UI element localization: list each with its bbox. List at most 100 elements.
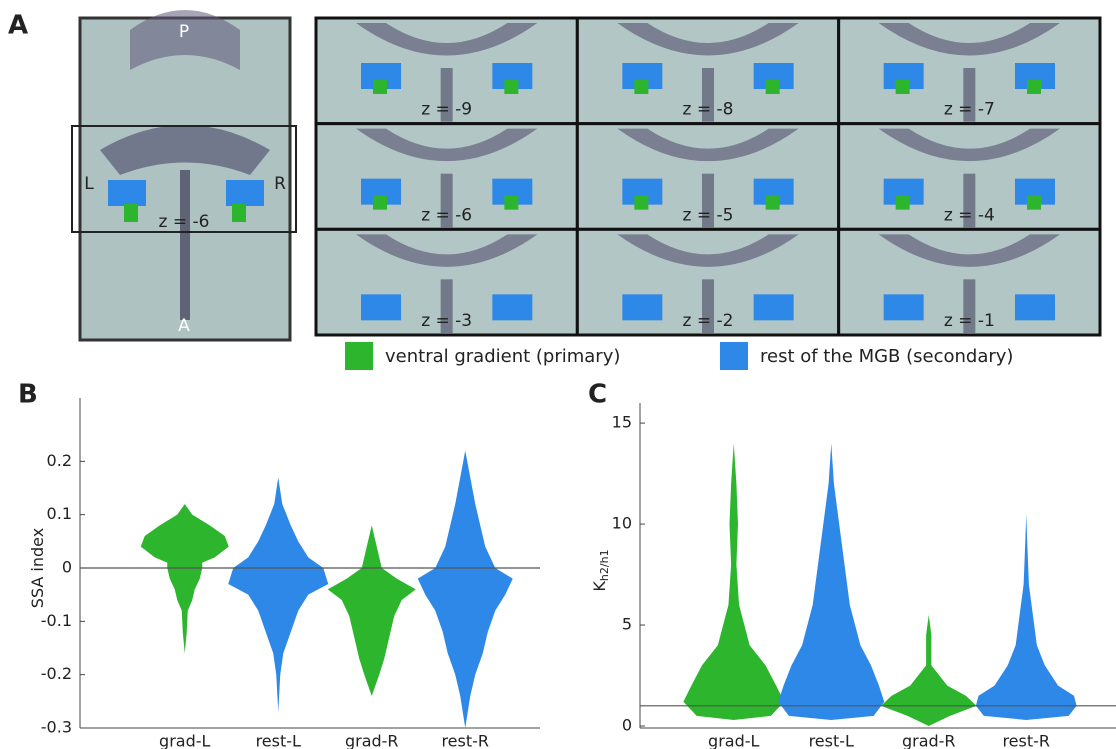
anatomy-shape	[356, 128, 538, 162]
charts: B 0.2 0.1 0 -0.1 -0.2 -0.3 grad-L rest-L grad-R re…	[18, 380, 1116, 749]
slice-label: z = -8	[683, 100, 734, 120]
anatomy-shape	[702, 279, 714, 333]
y-axis-label: SSA index	[28, 528, 47, 608]
legend: ventral gradient (primary) rest of the MG…	[345, 342, 1013, 370]
anatomy-shape	[878, 128, 1060, 162]
anatomy-shape	[963, 279, 976, 333]
orientation-label: L	[84, 174, 94, 194]
panel-label: B	[18, 380, 38, 410]
violin	[327, 525, 416, 696]
slice-highlight	[71, 125, 297, 233]
x-tick-label: rest-R	[1002, 732, 1050, 749]
anatomy-shape	[180, 170, 190, 320]
mgb-region	[226, 180, 264, 206]
slice-label: z = -7	[944, 100, 995, 120]
violin	[228, 477, 329, 712]
gradient-region	[765, 80, 780, 94]
orientation-label: A	[178, 316, 190, 336]
y-tick-label: -0.2	[41, 664, 72, 683]
y-axis-label-sub: h2/h1	[598, 549, 611, 581]
gradient-region	[373, 195, 387, 210]
mgb-region	[883, 294, 924, 321]
legend-label: rest of the MGB (secondary)	[760, 346, 1013, 367]
gradient-region	[1027, 80, 1041, 94]
violin	[417, 450, 513, 728]
legend-swatch	[720, 342, 748, 370]
anatomy-shape	[356, 23, 538, 56]
gradient-region	[504, 80, 519, 94]
anatomy-shape	[617, 128, 799, 162]
orientation-label: R	[274, 174, 286, 194]
gradient-region	[1027, 195, 1041, 210]
anatomy-shape	[356, 234, 538, 267]
anatomy-shape	[440, 173, 453, 228]
gradient-region	[124, 204, 138, 222]
panel-label: A	[8, 11, 28, 41]
anatomy-shape	[702, 173, 714, 228]
anatomy-shape	[702, 68, 714, 122]
y-tick-label: 0.2	[47, 451, 72, 470]
y-axis-label-main: K	[590, 581, 609, 592]
mgb-region	[361, 294, 401, 321]
anatomy-shape	[440, 68, 453, 122]
mgb-region	[622, 294, 663, 321]
gradient-region	[765, 195, 780, 210]
x-tick-label: grad-L	[159, 732, 210, 749]
y-tick-label: 10	[612, 514, 632, 533]
anatomy-shape	[963, 68, 976, 122]
violin	[140, 504, 229, 654]
violin	[881, 614, 977, 726]
y-tick-label: 15	[612, 413, 632, 432]
slice-label: z = -9	[421, 100, 472, 120]
gradient-region	[504, 195, 519, 210]
x-tick-label: grad-R	[345, 732, 399, 749]
y-axis-label: Kh2/h1	[590, 549, 612, 591]
x-tick-label: grad-R	[902, 732, 956, 749]
slice-label: z = -6	[421, 205, 472, 225]
anatomy-shape	[878, 23, 1060, 56]
anatomy-shape	[617, 23, 799, 56]
x-tick-label: rest-L	[256, 732, 301, 749]
violin	[683, 443, 785, 720]
y-axis-label-main: SSA index	[28, 528, 47, 608]
legend-swatch	[345, 342, 373, 370]
slice-label: z = -1	[944, 311, 995, 331]
mgb-region	[1015, 294, 1055, 321]
anatomy-shape	[130, 10, 240, 70]
y-tick-label: 0.1	[47, 504, 72, 523]
slice-label: z = -3	[421, 311, 472, 331]
x-tick-label: rest-R	[441, 732, 489, 749]
slice-grid: z = -9 z = -8 z = -7 z = -6 z = -5 z = -4 z = …	[314, 16, 1102, 337]
gradient-region	[895, 80, 910, 94]
mgb-region	[492, 294, 533, 321]
violin	[778, 443, 885, 720]
violin	[975, 513, 1077, 720]
anatomy-shape	[617, 234, 799, 267]
x-tick-label: grad-L	[708, 732, 759, 749]
y-tick-label: 0	[62, 558, 72, 577]
panel-label: C	[588, 380, 607, 410]
gradient-region	[232, 204, 246, 222]
y-tick-label: 5	[622, 615, 632, 634]
gradient-region	[634, 195, 649, 210]
slice-label: z = -5	[683, 205, 734, 225]
orientation-label: P	[179, 22, 189, 42]
y-tick-label: 0	[622, 716, 632, 735]
x-tick-label: rest-L	[809, 732, 854, 749]
anatomy-shape	[440, 279, 453, 333]
mgb-region	[753, 294, 794, 321]
y-tick-label: -0.1	[41, 611, 72, 630]
slice-label: z = -6	[159, 212, 210, 232]
anatomy-shape	[878, 234, 1060, 267]
anatomy-shape	[100, 125, 270, 175]
mgb-region	[108, 180, 146, 206]
anatomy-shape	[963, 173, 976, 228]
gradient-region	[895, 195, 910, 210]
gradient-region	[634, 80, 649, 94]
slice-label: z = -4	[944, 205, 995, 225]
y-tick-label: -0.3	[41, 718, 72, 737]
slice-label: z = -2	[683, 311, 734, 331]
gradient-region	[373, 80, 387, 94]
